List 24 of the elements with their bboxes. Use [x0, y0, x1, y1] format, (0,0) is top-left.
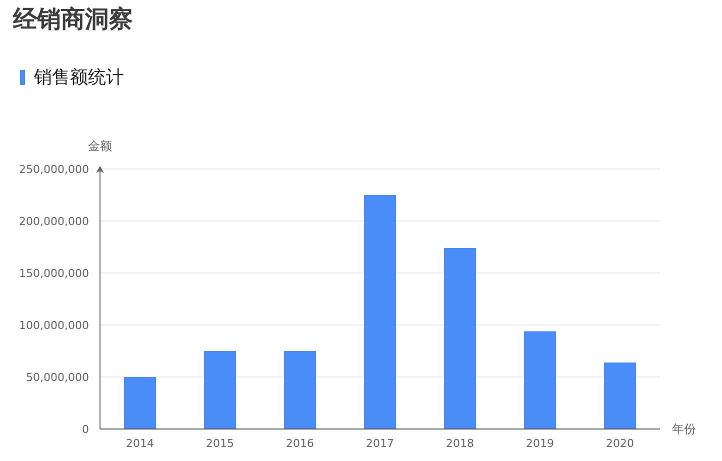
x-tick-label: 2015: [206, 436, 234, 450]
y-tick-label: 150,000,000: [19, 266, 89, 280]
y-tick-label: 0: [82, 422, 89, 436]
chart-subtitle: 销售额统计: [34, 66, 124, 90]
y-tick-label: 50,000,000: [26, 370, 89, 384]
x-tick-label: 2016: [286, 436, 314, 450]
bar: [524, 331, 556, 429]
bar: [284, 351, 316, 429]
x-axis-title: 年份: [672, 421, 696, 437]
bar: [444, 248, 476, 429]
x-tick-label: 2014: [126, 436, 154, 450]
bar: [604, 362, 636, 429]
chart-title: 经销商洞察: [13, 4, 133, 34]
bar: [204, 351, 236, 429]
x-tick-label: 2018: [446, 436, 474, 450]
y-tick-label: 200,000,000: [19, 214, 89, 228]
x-tick-label: 2017: [366, 436, 394, 450]
bar: [124, 377, 156, 429]
y-axis-title: 金额: [88, 138, 112, 154]
y-tick-label: 250,000,000: [19, 162, 89, 176]
x-tick-label: 2019: [526, 436, 554, 450]
x-tick-label: 2020: [606, 436, 634, 450]
y-tick-label: 100,000,000: [19, 318, 89, 332]
bar: [364, 195, 396, 429]
